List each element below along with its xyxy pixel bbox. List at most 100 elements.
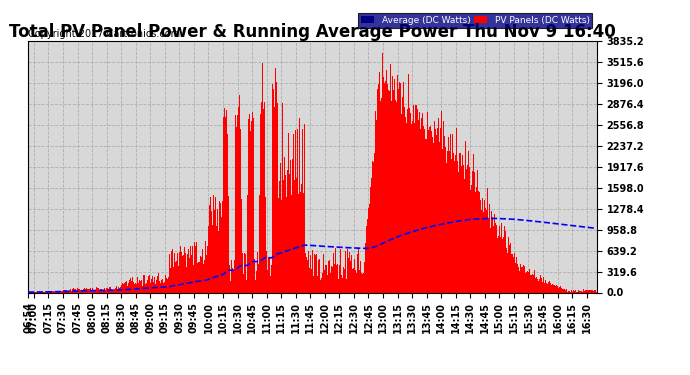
Bar (214, 210, 215, 292)
Bar (472, 171, 473, 292)
Bar (546, 283, 547, 292)
Bar (430, 126, 431, 292)
Bar (346, 249, 348, 292)
Bar (381, 99, 382, 292)
Bar (237, 116, 238, 292)
Bar (152, 282, 154, 292)
Bar (417, 109, 418, 292)
Bar (544, 283, 546, 292)
Bar (63, 290, 64, 292)
Bar (82, 290, 83, 292)
Bar (395, 100, 396, 292)
Bar (489, 204, 490, 292)
Bar (424, 129, 425, 292)
Bar (369, 204, 370, 292)
Bar (458, 172, 459, 292)
Bar (339, 265, 340, 292)
Bar (155, 284, 156, 292)
Bar (462, 154, 463, 292)
Bar (502, 239, 503, 292)
Bar (212, 225, 213, 292)
Bar (245, 254, 246, 292)
Bar (195, 246, 197, 292)
Bar (156, 280, 157, 292)
Bar (404, 106, 405, 292)
Bar (228, 196, 229, 292)
Bar (217, 231, 219, 292)
Bar (342, 278, 343, 292)
Bar (267, 270, 268, 292)
Bar (216, 226, 217, 292)
Bar (585, 290, 586, 292)
Bar (115, 288, 116, 292)
Bar (588, 290, 589, 292)
Bar (170, 268, 171, 292)
Bar (313, 276, 314, 292)
Bar (325, 265, 326, 292)
Bar (494, 214, 495, 292)
Bar (99, 291, 100, 292)
Bar (554, 285, 555, 292)
Bar (273, 89, 274, 292)
Bar (465, 141, 466, 292)
Bar (277, 103, 278, 292)
Bar (434, 121, 435, 292)
Bar (250, 121, 252, 292)
Bar (209, 205, 210, 292)
Bar (565, 290, 566, 292)
Bar (284, 175, 286, 292)
Bar (140, 281, 141, 292)
Bar (230, 281, 231, 292)
Bar (506, 253, 508, 292)
Text: Copyright 2017 Cartronics.com: Copyright 2017 Cartronics.com (28, 29, 179, 39)
Bar (143, 275, 144, 292)
Bar (128, 284, 130, 292)
Bar (403, 82, 404, 292)
Bar (587, 290, 588, 292)
Bar (198, 262, 199, 292)
Bar (297, 129, 298, 292)
Bar (557, 286, 558, 292)
Bar (148, 276, 149, 292)
Bar (279, 163, 281, 292)
Bar (569, 291, 570, 292)
Bar (126, 286, 128, 292)
Bar (418, 120, 420, 292)
Bar (201, 257, 202, 292)
Bar (132, 277, 133, 292)
Bar (177, 253, 178, 292)
Bar (373, 162, 374, 292)
Bar (236, 127, 237, 292)
Bar (490, 228, 491, 292)
Bar (590, 290, 591, 292)
Bar (213, 195, 214, 292)
Bar (402, 97, 403, 292)
Bar (144, 275, 145, 292)
Bar (87, 289, 88, 292)
Bar (317, 260, 319, 292)
Bar (224, 108, 226, 292)
Bar (304, 124, 305, 292)
Bar (492, 217, 493, 292)
Bar (370, 187, 371, 292)
Bar (119, 288, 120, 292)
Bar (449, 150, 451, 292)
Bar (477, 191, 479, 292)
Bar (473, 153, 474, 292)
Bar (595, 290, 596, 292)
Bar (529, 269, 530, 292)
Bar (257, 252, 258, 292)
Bar (377, 84, 379, 292)
Bar (222, 235, 224, 292)
Bar (290, 160, 291, 292)
Bar (435, 129, 436, 292)
Bar (295, 130, 296, 292)
Bar (455, 155, 456, 292)
Bar (66, 290, 68, 292)
Bar (448, 138, 449, 292)
Bar (337, 264, 338, 292)
Bar (206, 255, 207, 292)
Bar (528, 273, 529, 292)
Bar (141, 280, 142, 292)
Bar (379, 72, 380, 292)
